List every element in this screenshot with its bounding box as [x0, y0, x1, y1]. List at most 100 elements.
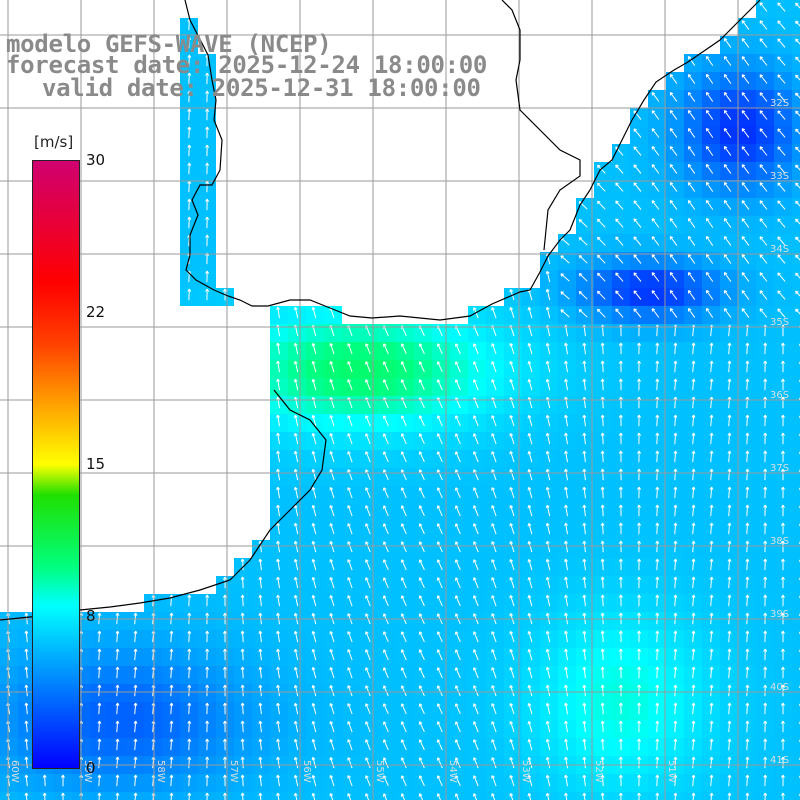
wind-arrow	[777, 20, 786, 30]
wind-arrow	[637, 792, 642, 800]
wind-arrow	[382, 469, 389, 481]
wind-arrow	[673, 756, 678, 769]
wind-arrow	[293, 414, 299, 427]
wind-arrow	[600, 594, 605, 607]
wind-arrow	[347, 361, 353, 373]
wind-arrow	[600, 774, 605, 787]
wind-arrow	[651, 128, 660, 138]
wind-arrow	[205, 144, 210, 157]
wind-arrow	[222, 702, 227, 715]
wind-arrow	[258, 576, 263, 589]
wind-arrow	[777, 74, 786, 84]
wind-arrow	[60, 774, 65, 787]
wind-arrow	[637, 468, 642, 481]
wind-arrow	[709, 594, 714, 607]
wind-arrow	[582, 720, 587, 733]
wind-arrow	[673, 522, 678, 535]
wind-arrow	[795, 56, 800, 63]
wind-arrow	[545, 378, 551, 391]
wind-arrow	[673, 396, 678, 409]
wind-arrow	[400, 775, 407, 787]
wind-arrow	[637, 702, 642, 715]
wind-arrow	[545, 648, 551, 661]
wind-arrow	[727, 702, 732, 715]
wind-arrow	[727, 522, 732, 535]
wind-arrow	[564, 396, 568, 409]
wind-arrow	[545, 666, 551, 679]
wind-arrow	[600, 414, 605, 427]
wind-arrow	[527, 378, 533, 391]
wind-arrow	[187, 198, 192, 211]
wind-arrow	[436, 595, 443, 607]
wind-arrow	[795, 20, 800, 27]
wind-arrow	[709, 486, 714, 499]
wind-arrow	[382, 739, 389, 751]
wind-arrow	[655, 522, 660, 535]
wind-arrow	[97, 738, 102, 751]
wind-arrow	[651, 272, 660, 282]
wind-arrow	[673, 666, 678, 679]
wind-arrow	[687, 92, 696, 102]
wind-arrow	[365, 721, 371, 733]
wind-arrow	[673, 432, 678, 445]
wind-arrow	[705, 163, 714, 174]
wind-arrow	[436, 505, 443, 517]
wind-arrow	[705, 73, 714, 84]
wind-arrow	[258, 648, 263, 661]
wind-cell	[792, 288, 800, 306]
wind-arrow	[759, 128, 768, 138]
wind-cell	[576, 792, 594, 800]
wind-arrow	[745, 756, 750, 769]
wind-cell	[288, 792, 306, 800]
wind-arrow	[24, 666, 29, 679]
wind-arrow	[741, 164, 750, 174]
wind-arrow	[473, 433, 479, 445]
wind-arrow	[777, 38, 786, 48]
wind-arrow	[618, 576, 623, 589]
wind-arrow	[673, 558, 678, 571]
wind-arrow	[454, 775, 461, 787]
wind-arrow	[115, 630, 120, 643]
wind-arrow	[578, 219, 588, 228]
wind-arrow	[205, 126, 210, 139]
wind-arrow	[745, 666, 750, 679]
wind-arrow	[780, 684, 785, 697]
wind-arrow	[418, 487, 425, 499]
wind-arrow	[637, 342, 642, 355]
wind-arrow	[600, 468, 605, 481]
wind-arrow	[691, 594, 696, 607]
wind-arrow	[723, 218, 732, 228]
latitude-label: 40S	[770, 682, 789, 693]
wind-arrow	[133, 666, 138, 679]
wind-cell	[792, 702, 800, 720]
wind-arrow	[655, 504, 660, 517]
wind-arrow	[97, 630, 102, 643]
wind-arrow	[276, 720, 280, 733]
wind-arrow	[745, 378, 750, 391]
wind-arrow	[651, 182, 660, 192]
wind-arrow	[169, 702, 174, 715]
wind-arrow	[329, 469, 335, 481]
wind-arrow	[705, 145, 714, 156]
wind-arrow	[618, 378, 623, 391]
wind-arrow	[509, 307, 515, 319]
wind-arrow	[763, 522, 768, 535]
wind-arrow	[780, 774, 785, 787]
wind-arrow	[205, 90, 210, 103]
wind-arrow	[795, 2, 800, 9]
longitude-label: 51W	[666, 760, 677, 783]
wind-arrow	[795, 308, 800, 315]
wind-arrow	[582, 558, 587, 571]
wind-arrow	[637, 558, 642, 571]
wind-arrow	[763, 468, 768, 481]
wind-arrow	[741, 218, 750, 228]
wind-arrow	[491, 541, 497, 553]
wind-cell	[792, 720, 800, 738]
wind-arrow	[705, 181, 714, 192]
wind-arrow	[42, 792, 47, 800]
wind-arrow	[258, 756, 263, 769]
wind-arrow	[745, 540, 750, 553]
colorbar	[32, 160, 80, 769]
wind-arrow	[651, 200, 660, 210]
